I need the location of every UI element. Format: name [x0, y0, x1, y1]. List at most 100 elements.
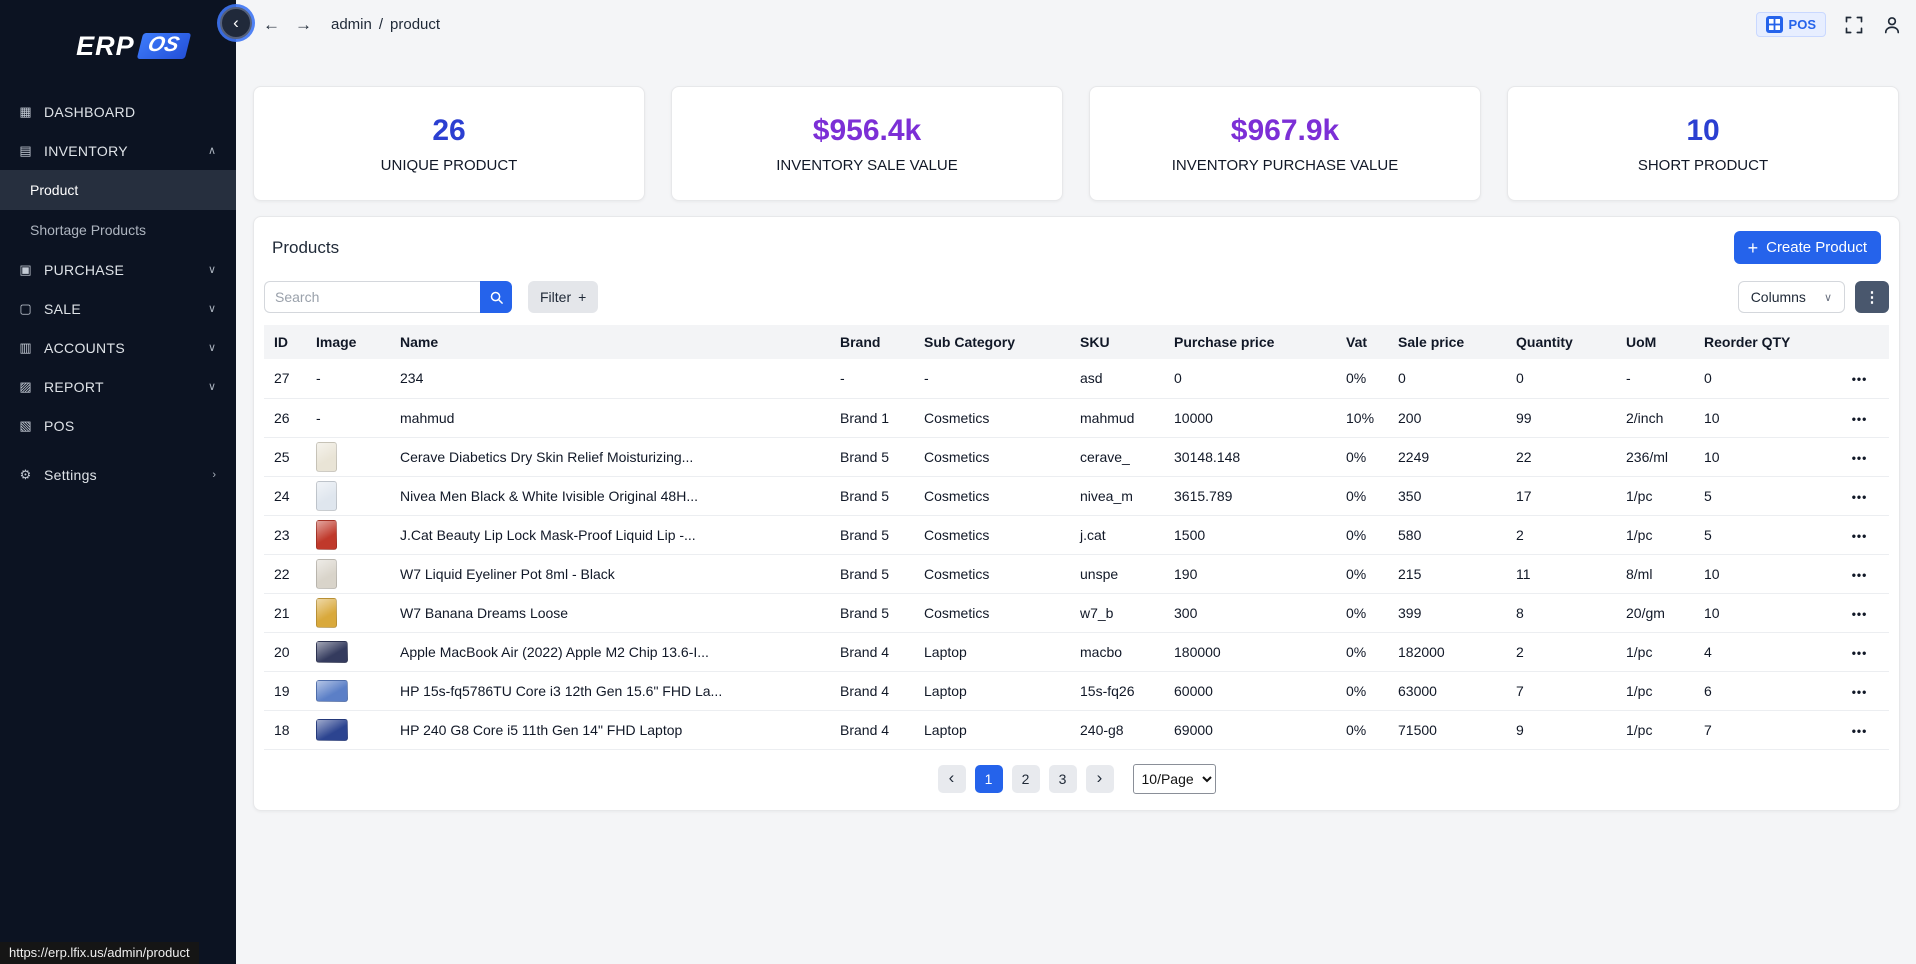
row-actions-button[interactable]: •••	[1851, 684, 1868, 699]
column-header-uom: UoM	[1616, 325, 1694, 359]
sidebar-item-purchase[interactable]: ▣ PURCHASE ∨	[0, 250, 236, 289]
sidebar-item-accounts[interactable]: ▥ ACCOUNTS ∨	[0, 328, 236, 367]
table-menu-button[interactable]: ⋮	[1855, 281, 1889, 313]
cell-image	[306, 554, 390, 594]
pagination-next-button[interactable]: ›	[1085, 764, 1114, 793]
plus-icon: +	[578, 289, 587, 305]
sidebar-collapse-button[interactable]: ‹	[220, 7, 252, 39]
sidebar-item-label: ACCOUNTS	[44, 339, 125, 356]
row-actions-button[interactable]: •••	[1851, 567, 1868, 582]
page-button-1[interactable]: 1	[974, 764, 1003, 793]
cell-uom: -	[1616, 359, 1694, 399]
cell-sale-price: 71500	[1388, 710, 1506, 750]
cell-reorder-qty: 10	[1694, 398, 1830, 438]
cell-sku: unspe	[1070, 554, 1164, 594]
panel-header: Products + Create Product	[272, 231, 1881, 264]
forward-icon[interactable]: →	[295, 14, 312, 34]
cell-vat: 0%	[1336, 710, 1388, 750]
cell-purchase-price: 300	[1164, 593, 1336, 633]
row-actions-button[interactable]: •••	[1851, 450, 1868, 465]
product-thumbnail	[316, 519, 337, 550]
cell-id: 26	[264, 398, 306, 438]
report-icon: ▨	[19, 378, 32, 394]
cell-sku: mahmud	[1070, 398, 1164, 438]
back-icon[interactable]: ←	[263, 14, 280, 34]
cell-image: -	[306, 359, 390, 399]
collapse-chevron-icon: ‹	[233, 13, 239, 32]
search-button[interactable]	[480, 281, 512, 313]
cell-vat: 0%	[1336, 554, 1388, 594]
sidebar-item-report[interactable]: ▨ REPORT ∨	[0, 367, 236, 406]
sidebar-item-sale[interactable]: ▢ SALE ∨	[0, 289, 236, 328]
cell-sub-category: Laptop	[914, 671, 1070, 711]
sidebar-item-inventory[interactable]: ▤ INVENTORY ∧	[0, 131, 236, 170]
cell-actions: •••	[1830, 593, 1889, 633]
stat-card-inventory-purchase-value: $967.9k INVENTORY PURCHASE VALUE	[1089, 86, 1481, 201]
cell-purchase-price: 10000	[1164, 398, 1336, 438]
sidebar-item-pos[interactable]: ▧ POS	[0, 406, 236, 445]
stat-value: $967.9k	[1230, 113, 1340, 147]
sidebar: ERP OS ▦ DASHBOARD ▤ INVENTORY ∧ Product Short…	[0, 0, 236, 964]
cell-brand: Brand 5	[830, 593, 914, 633]
fullscreen-icon[interactable]	[1844, 15, 1864, 35]
breadcrumb-page[interactable]: product	[390, 16, 441, 33]
row-actions-button[interactable]: •••	[1851, 372, 1868, 387]
cell-purchase-price: 69000	[1164, 710, 1336, 750]
row-actions-button[interactable]: •••	[1851, 528, 1868, 543]
cell-vat: 0%	[1336, 632, 1388, 672]
sidebar-subitem-shortage-products[interactable]: Shortage Products	[0, 210, 236, 250]
column-header-purchase-price: Purchase price	[1164, 325, 1336, 359]
cell-name: W7 Liquid Eyeliner Pot 8ml - Black	[390, 554, 830, 594]
row-actions-button[interactable]: •••	[1851, 411, 1868, 426]
cell-purchase-price: 30148.148	[1164, 437, 1336, 477]
pos-button[interactable]: POS	[1755, 12, 1826, 37]
cell-reorder-qty: 5	[1694, 476, 1830, 516]
pagination-prev-button[interactable]: ‹	[937, 764, 966, 793]
cell-quantity: 8	[1506, 593, 1616, 633]
stat-card-unique-product: 26 UNIQUE PRODUCT	[253, 86, 645, 201]
cell-purchase-price: 180000	[1164, 632, 1336, 672]
cell-image	[306, 593, 390, 633]
cell-purchase-price: 0	[1164, 359, 1336, 399]
kebab-vertical-icon: ⋮	[1864, 289, 1880, 306]
row-actions-button[interactable]: •••	[1851, 606, 1868, 621]
page-button-3[interactable]: 3	[1048, 764, 1077, 793]
cell-sku: j.cat	[1070, 515, 1164, 555]
cell-quantity: 22	[1506, 437, 1616, 477]
page-button-2[interactable]: 2	[1011, 764, 1040, 793]
sidebar-item-settings[interactable]: ⚙ Settings ›	[0, 455, 236, 494]
cell-quantity: 7	[1506, 671, 1616, 711]
cell-id: 19	[264, 671, 306, 711]
purchase-icon: ▣	[19, 261, 32, 277]
cell-reorder-qty: 10	[1694, 437, 1830, 477]
cell-reorder-qty: 5	[1694, 515, 1830, 555]
page-size-select[interactable]: 10/Page	[1132, 763, 1216, 794]
user-icon[interactable]	[1882, 15, 1902, 35]
table-row: 26- mahmud Brand 1 Cosmetics mahmud 10000 10% 2…	[264, 398, 1889, 438]
cell-actions: •••	[1830, 632, 1889, 672]
cell-sub-category: Cosmetics	[914, 515, 1070, 555]
cell-id: 27	[264, 359, 306, 399]
stat-value: 26	[432, 113, 466, 147]
main-area: ‹ ← → admin / product POS	[220, 0, 1916, 964]
columns-dropdown[interactable]: Columns ∨	[1737, 281, 1845, 313]
breadcrumb-separator: /	[378, 16, 384, 33]
create-product-button[interactable]: + Create Product	[1733, 231, 1881, 264]
cell-uom: 2/inch	[1616, 398, 1694, 438]
product-thumbnail	[316, 640, 348, 663]
cell-reorder-qty: 6	[1694, 671, 1830, 711]
row-actions-button[interactable]: •••	[1851, 645, 1868, 660]
breadcrumb-section[interactable]: admin	[331, 16, 372, 33]
cell-sub-category: Cosmetics	[914, 593, 1070, 633]
row-actions-button[interactable]: •••	[1851, 489, 1868, 504]
search-input[interactable]	[264, 281, 480, 313]
row-actions-button[interactable]: •••	[1851, 723, 1868, 738]
column-header-quantity: Quantity	[1506, 325, 1616, 359]
sidebar-item-dashboard[interactable]: ▦ DASHBOARD	[0, 92, 236, 131]
filter-button[interactable]: Filter +	[528, 281, 599, 313]
stat-card-short-product: 10 SHORT PRODUCT	[1507, 86, 1899, 201]
sidebar-subitem-product[interactable]: Product	[0, 170, 236, 210]
product-thumbnail	[316, 597, 337, 628]
cell-quantity: 11	[1506, 554, 1616, 594]
table-row: 24 Nivea Men Black & White Ivisible Origi…	[264, 476, 1889, 516]
